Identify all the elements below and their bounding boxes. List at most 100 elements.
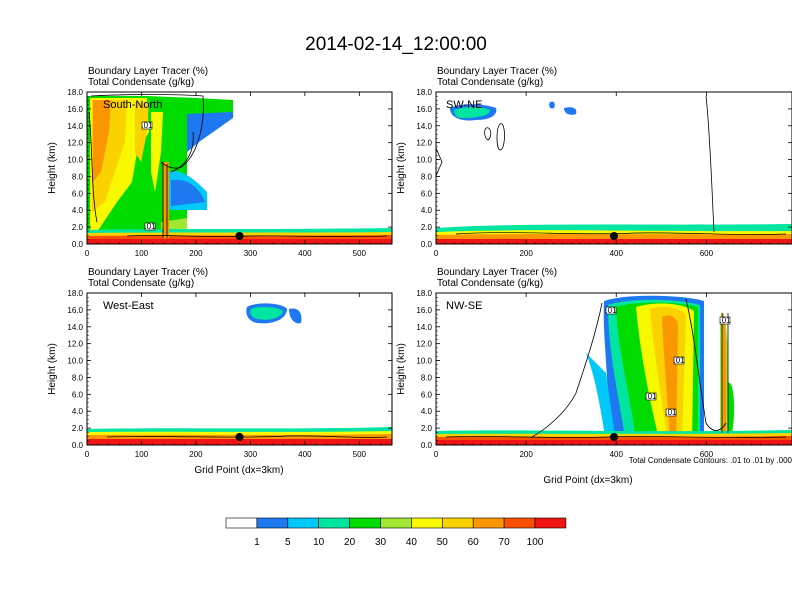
y-axis: 0.0 2.0 4.0 6.0 8.0 10.0 12.0 14.0 16.0 18.0 xyxy=(67,88,392,249)
contour-label: .01 xyxy=(144,222,156,231)
contour-label-box xyxy=(605,306,617,315)
contour-label-box xyxy=(141,121,153,130)
x-tick-label: 300 xyxy=(244,249,258,258)
y-tick-label: 0.0 xyxy=(72,240,84,249)
shading-orange xyxy=(722,312,727,443)
y-tick-label: 16.0 xyxy=(67,306,83,315)
y-axis: 0.0 2.0 4.0 6.0 8.0 10.0 12.0 14.0 16.0 18.0 xyxy=(416,88,792,249)
y-axis-label: Height (km) xyxy=(47,343,58,395)
contour-label: .01 xyxy=(673,356,685,365)
contour-label: .01 xyxy=(141,121,153,130)
y-tick-label: 4.0 xyxy=(421,206,433,215)
x-tick-label: 600 xyxy=(700,450,714,459)
contour-label: .01 xyxy=(645,392,657,401)
colorbar-swatch xyxy=(380,517,412,529)
x-tick-label: 200 xyxy=(519,450,533,459)
panel-label: SW-NE xyxy=(446,99,482,111)
x-tick-label: 500 xyxy=(353,249,367,258)
shading-blue xyxy=(549,101,555,109)
colorbar-swatch xyxy=(349,517,381,529)
y-tick-label: 8.0 xyxy=(421,373,433,382)
contour-line xyxy=(162,162,168,238)
shading-blue xyxy=(564,107,577,115)
shading-red xyxy=(436,440,792,445)
y-tick-label: 18.0 xyxy=(67,289,83,298)
contour-footnote: Total Condensate Contours: .01 to .01 by… xyxy=(629,456,792,465)
contour-label: .01 xyxy=(719,316,731,325)
panel-label: South-North xyxy=(103,99,162,111)
colorbar-label: 70 xyxy=(499,537,511,548)
y-tick-label: 10.0 xyxy=(67,357,83,366)
contour-line xyxy=(126,235,388,238)
x-tick-label: 400 xyxy=(298,249,312,258)
y-tick-label: 12.0 xyxy=(416,139,432,148)
y-tick-label: 6.0 xyxy=(72,189,84,198)
x-axis-label: Grid Point (dx=3km) xyxy=(543,475,632,486)
contour-line xyxy=(455,232,787,235)
shading-blue xyxy=(289,308,302,324)
contour-line xyxy=(484,127,492,141)
colorbar-swatch xyxy=(411,517,443,529)
y-tick-label: 4.0 xyxy=(72,206,84,215)
panel-title-line-1: Boundary Layer Tracer (%) xyxy=(437,66,557,77)
x-axis: 0 100 200 300 400 500 xyxy=(85,293,393,459)
contour-line xyxy=(705,95,715,233)
shading-teal xyxy=(250,306,283,320)
y-tick-label: 14.0 xyxy=(67,323,83,332)
panel-title-line-2: Total Condensate (g/kg) xyxy=(437,77,543,88)
colorbar-label: 1 xyxy=(254,537,260,548)
field-layer: .01 .01 .01 .01 .01 xyxy=(436,295,792,445)
contour-label-box xyxy=(645,392,657,401)
y-tick-label: 10.0 xyxy=(67,156,83,165)
colorbar-swatch xyxy=(442,517,474,529)
x-tick-label: 0 xyxy=(434,249,439,258)
x-tick-label: 500 xyxy=(353,450,367,459)
colorbar-label: 5 xyxy=(285,537,291,548)
panel-title-line-1: Boundary Layer Tracer (%) xyxy=(437,267,557,278)
y-tick-label: 12.0 xyxy=(416,340,432,349)
panel-label: NW-SE xyxy=(446,300,482,312)
y-tick-label: 14.0 xyxy=(416,323,432,332)
contour-line xyxy=(496,123,505,151)
shading-gold xyxy=(135,102,149,162)
colorbar-swatch xyxy=(256,517,289,529)
panel-sw-ne: Boundary Layer Tracer (%) Total Condensa… xyxy=(396,66,792,258)
panel-title-line-2: Total Condensate (g/kg) xyxy=(88,278,194,289)
y-tick-label: 16.0 xyxy=(416,105,432,114)
y-tick-label: 2.0 xyxy=(72,223,84,232)
panel-title-line-2: Total Condensate (g/kg) xyxy=(88,77,194,88)
contour-line xyxy=(445,436,787,438)
y-tick-label: 18.0 xyxy=(416,289,432,298)
x-tick-label: 200 xyxy=(189,249,203,258)
y-axis: 0.0 2.0 4.0 6.0 8.0 10.0 12.0 14.0 16.0 18.0 xyxy=(416,289,792,450)
y-tick-label: 2.0 xyxy=(421,223,433,232)
contour-line xyxy=(531,302,603,438)
field-layer xyxy=(436,95,792,244)
y-tick-label: 12.0 xyxy=(67,340,83,349)
y-tick-label: 6.0 xyxy=(421,189,433,198)
x-tick-label: 100 xyxy=(135,450,149,459)
colorbar-swatch xyxy=(472,517,505,529)
contour-label-box xyxy=(144,222,156,231)
contour-label-box xyxy=(719,316,731,325)
contour-label: .01 xyxy=(605,306,617,315)
y-tick-label: 0.0 xyxy=(72,441,84,450)
colorbar-swatch xyxy=(225,517,258,529)
panel-south-north: Boundary Layer Tracer (%) Total Condensa… xyxy=(47,66,393,258)
panel-nw-se: Boundary Layer Tracer (%) Total Condensa… xyxy=(396,267,792,486)
x-tick-label: 200 xyxy=(519,249,533,258)
shading-red xyxy=(436,239,792,244)
x-axis: 0 200 400 600 xyxy=(434,92,788,258)
x-tick-label: 600 xyxy=(700,249,714,258)
colorbar-swatch xyxy=(287,517,319,529)
y-tick-label: 2.0 xyxy=(72,424,84,433)
location-marker xyxy=(610,433,618,441)
panel-title-line-1: Boundary Layer Tracer (%) xyxy=(88,66,208,77)
y-tick-label: 14.0 xyxy=(67,122,83,131)
shading-teal xyxy=(454,107,490,118)
shading-blue xyxy=(187,112,233,152)
y-tick-label: 4.0 xyxy=(72,407,84,416)
panel-title-line-1: Boundary Layer Tracer (%) xyxy=(88,267,208,278)
x-tick-label: 0 xyxy=(85,450,90,459)
x-tick-label: 0 xyxy=(434,450,439,459)
